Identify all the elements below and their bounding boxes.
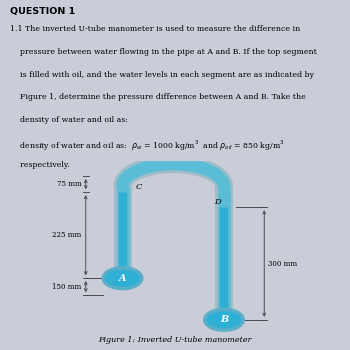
Text: 150 mm: 150 mm: [52, 283, 82, 291]
Text: 75 mm: 75 mm: [57, 180, 82, 188]
Text: C: C: [136, 183, 142, 191]
Text: density of water and oil as:: density of water and oil as:: [10, 116, 128, 124]
Text: QUESTION 1: QUESTION 1: [10, 7, 76, 16]
Circle shape: [103, 268, 142, 288]
Text: 300 mm: 300 mm: [268, 260, 298, 267]
Circle shape: [205, 309, 243, 330]
Text: respectively.: respectively.: [10, 161, 70, 169]
Text: D: D: [214, 198, 220, 206]
Text: pressure between water flowing in the pipe at A and B. If the top segment: pressure between water flowing in the pi…: [10, 48, 317, 56]
Text: is filled with oil, and the water levels in each segment are as indicated by: is filled with oil, and the water levels…: [10, 71, 315, 78]
Text: B: B: [220, 315, 228, 324]
Text: A: A: [119, 274, 126, 283]
Text: Figure 1, determine the pressure difference between A and B. Take the: Figure 1, determine the pressure differe…: [10, 93, 306, 101]
Text: Figure 1: Inverted U-tube manometer: Figure 1: Inverted U-tube manometer: [98, 336, 252, 344]
Text: 1.1 The inverted U-tube manometer is used to measure the difference in: 1.1 The inverted U-tube manometer is use…: [10, 25, 301, 33]
Text: density of water and oil as:  $\rho_w$ = 1000 kg/m$^3$  and $\rho_{oil}$ = 850 k: density of water and oil as: $\rho_w$ = …: [10, 139, 285, 153]
Text: 225 mm: 225 mm: [52, 231, 82, 239]
